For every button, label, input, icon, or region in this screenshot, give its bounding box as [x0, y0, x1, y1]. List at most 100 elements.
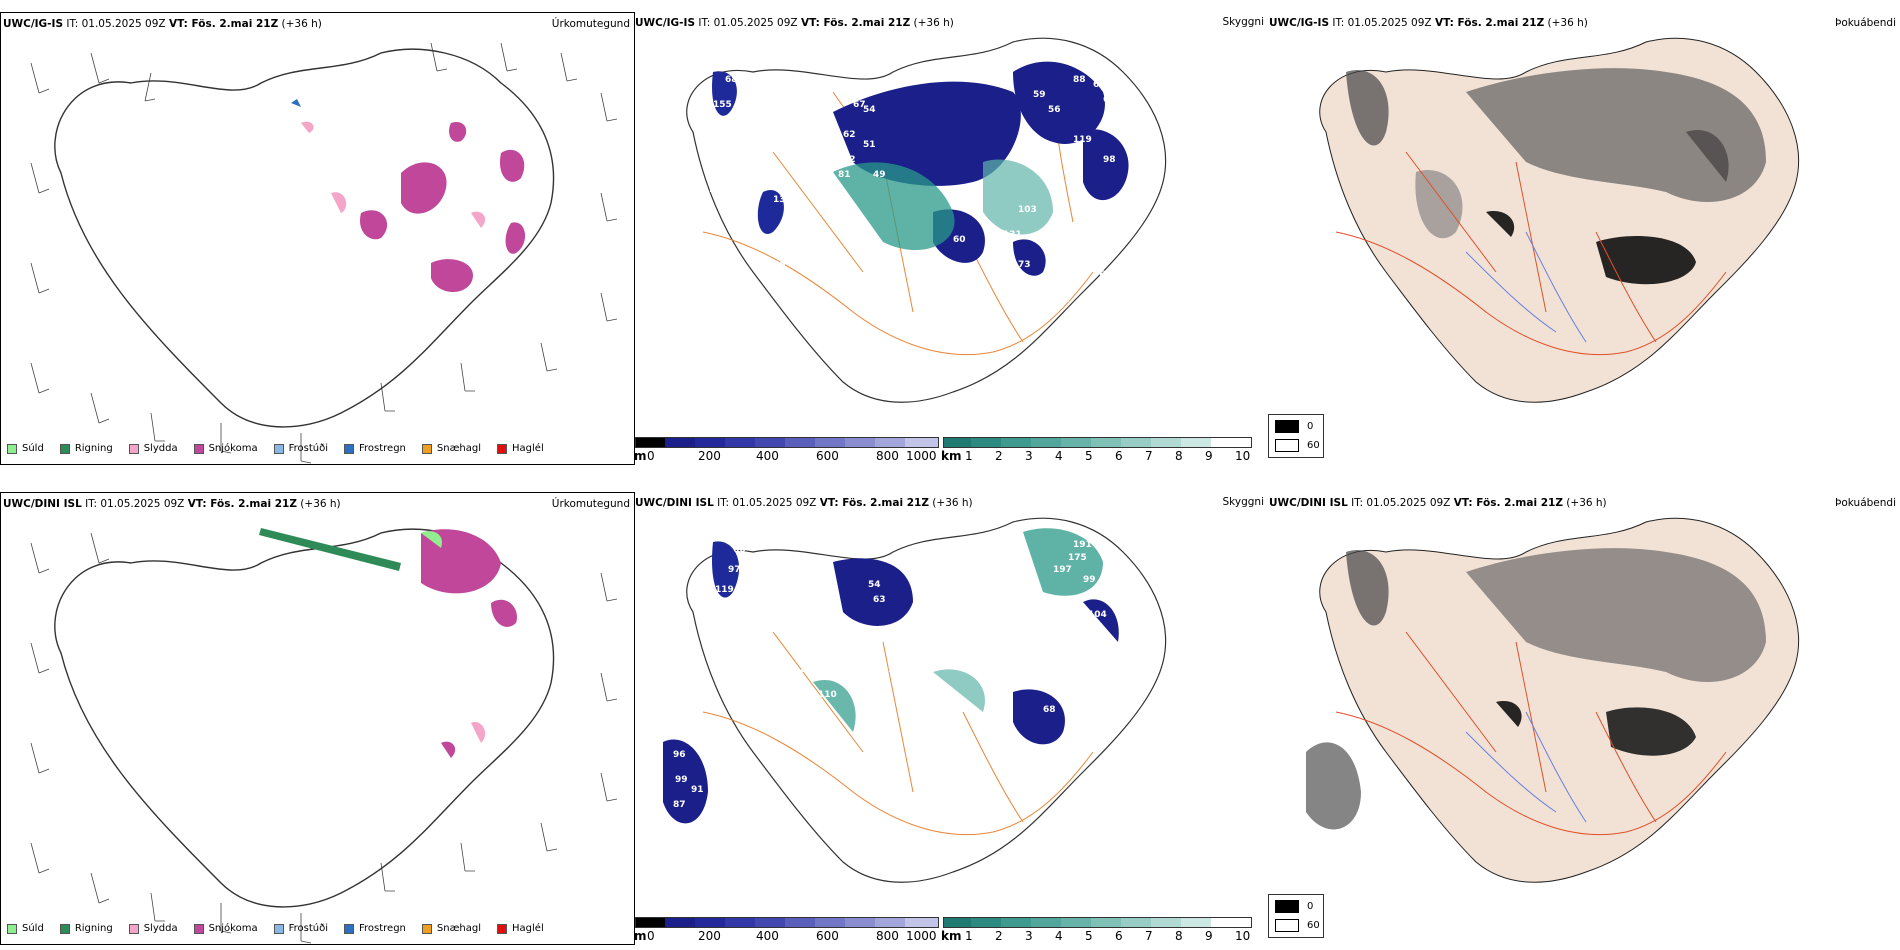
colorbar-tick: 800 [876, 929, 899, 943]
vis-value: 236 [1073, 720, 1092, 730]
model-name: UWC/IG-IS [635, 17, 696, 29]
vis-value: 66 [733, 545, 746, 555]
legend-item: Súld [7, 923, 44, 934]
visibility-map-top: 68 155 54 67 88 66 61 64 62 51 59 56 119… [683, 37, 1167, 403]
legend-swatch [7, 443, 17, 454]
vis-value: 110 [818, 690, 837, 700]
vis-value: 52 [1058, 260, 1071, 270]
lead-time: (+36 h) [1566, 497, 1607, 509]
legend-item: Rigning [59, 923, 113, 934]
colorbar-tick: 1 [965, 929, 973, 943]
vis-value: 62 [843, 130, 856, 140]
lead-time: (+36 h) [281, 18, 322, 30]
colorbar-tick: 600 [816, 929, 839, 943]
valid-time: VT: Fös. 2.mai 21Z [187, 498, 297, 510]
colorbar-tick: 3 [1025, 449, 1033, 463]
fog-map-bottom [1306, 517, 1800, 883]
vis-value: 86 [773, 260, 786, 270]
vis-value: 49 [1133, 150, 1146, 160]
roads-rivers [1335, 631, 1727, 836]
vis-value: 51 [863, 140, 876, 150]
visibility-areas [663, 528, 1119, 824]
colorbar-tick: 1 [965, 449, 973, 463]
vis-value: 49 [873, 170, 886, 180]
vis-value: 48 [1125, 605, 1138, 615]
colorbar-tick: 4 [1055, 449, 1063, 463]
model-name: UWC/IG-IS [1269, 17, 1330, 29]
legend-item: Snæhagl [421, 443, 481, 454]
fog-legend-swatch [1275, 420, 1299, 433]
colorbar-tick: 800 [876, 449, 899, 463]
valid-time: VT: Fös. 2.mai 21Z [1453, 497, 1563, 509]
colorbar-tick: 6 [1115, 929, 1123, 943]
legend-swatch [193, 923, 204, 934]
fog-legend-label: 0 [1307, 901, 1314, 912]
vis-value: 99 [1083, 575, 1096, 585]
vis-value: 71 [1028, 680, 1041, 690]
vis-value: 130 [773, 195, 792, 205]
lead-time: (+36 h) [913, 17, 954, 29]
legend-item: Slydda [128, 923, 178, 934]
precip-type-map-top [30, 42, 618, 464]
visibility-colorbar-m: m 0 200 400 600 800 1000 [634, 917, 940, 943]
legend-swatch [7, 923, 17, 934]
vis-value: 87 [673, 800, 686, 810]
lead-time: (+36 h) [300, 498, 341, 510]
legend-item: Snjókoma [193, 443, 258, 454]
colorbar-tick: 8 [1175, 449, 1183, 463]
vis-value: 105 [1108, 563, 1127, 573]
colorbar-tick: 0 [647, 449, 655, 463]
panel-label: Skyggni [1222, 496, 1265, 508]
vis-value: 128 [793, 665, 812, 675]
vis-value: 81 [838, 170, 851, 180]
legend-swatch [193, 443, 204, 454]
colorbar-tick: 4 [1055, 929, 1063, 943]
fog-map-top [1319, 37, 1800, 403]
init-time: IT: 01.05.2025 09Z [66, 18, 166, 30]
fog-shading [1346, 68, 1766, 285]
legend-item: Frostúði [273, 443, 328, 454]
vis-value: 88 [1073, 75, 1086, 85]
vis-value: 98 [1103, 155, 1116, 165]
legend-item: Haglél [497, 443, 544, 454]
legend-swatch [421, 923, 432, 934]
vis-value: 191 [1073, 540, 1092, 550]
legend-swatch [128, 923, 139, 934]
vis-value: 72 [983, 615, 996, 625]
init-time: IT: 01.05.2025 09Z [85, 498, 185, 510]
roads-rivers [1335, 151, 1727, 356]
precip-type-panel-top: UWC/IG-IS IT: 01.05.2025 09Z VT: Fös. 2.… [0, 12, 635, 465]
vis-value: 12 [703, 185, 716, 195]
vis-value: 99 [675, 775, 688, 785]
fog-legend-swatch [1275, 900, 1299, 913]
vis-value: 68 [1043, 705, 1056, 715]
vis-value: 62 [1103, 590, 1116, 600]
fog-legend-swatch [1275, 919, 1299, 932]
vis-value: 59 [1033, 90, 1046, 100]
vis-value: 61 [1103, 95, 1116, 105]
colorbar-tick: 8 [1175, 929, 1183, 943]
fog-legend-label: 60 [1307, 440, 1320, 451]
precip-legend: Súld Rigning Slydda Snjókoma Frostúði Fr… [7, 923, 560, 934]
legend-item: Haglél [497, 923, 544, 934]
colorbar-tick: 5 [1085, 449, 1093, 463]
visibility-colorbar-km: km 1 2 3 4 5 6 7 8 9 10 [941, 437, 1253, 463]
legend-swatch [497, 443, 508, 454]
init-time: IT: 01.05.2025 09Z [717, 497, 817, 509]
precip-type-panel-bottom: UWC/DINI ISL IT: 01.05.2025 09Z VT: Fös.… [0, 492, 635, 945]
road-network [702, 631, 1094, 836]
colorbar-tick: 400 [756, 929, 779, 943]
vis-value: 66 [1108, 710, 1121, 720]
vis-value: 63 [873, 595, 886, 605]
colorbar-unit: m [634, 449, 647, 463]
visibility-panel-top: 68 155 54 67 88 66 61 64 62 51 59 56 119… [633, 12, 1266, 463]
colorbar-tick: 3 [1025, 929, 1033, 943]
colorbar-tick: 400 [756, 449, 779, 463]
vis-value: 54 [868, 580, 881, 590]
colorbar-tick: 2 [995, 449, 1003, 463]
vis-value: 97 [888, 665, 901, 675]
colorbar-tick: 6 [1115, 449, 1123, 463]
vis-value: 68 [725, 75, 738, 85]
iceland-outline [54, 528, 555, 908]
colorbar-tick: 9 [1205, 929, 1213, 943]
